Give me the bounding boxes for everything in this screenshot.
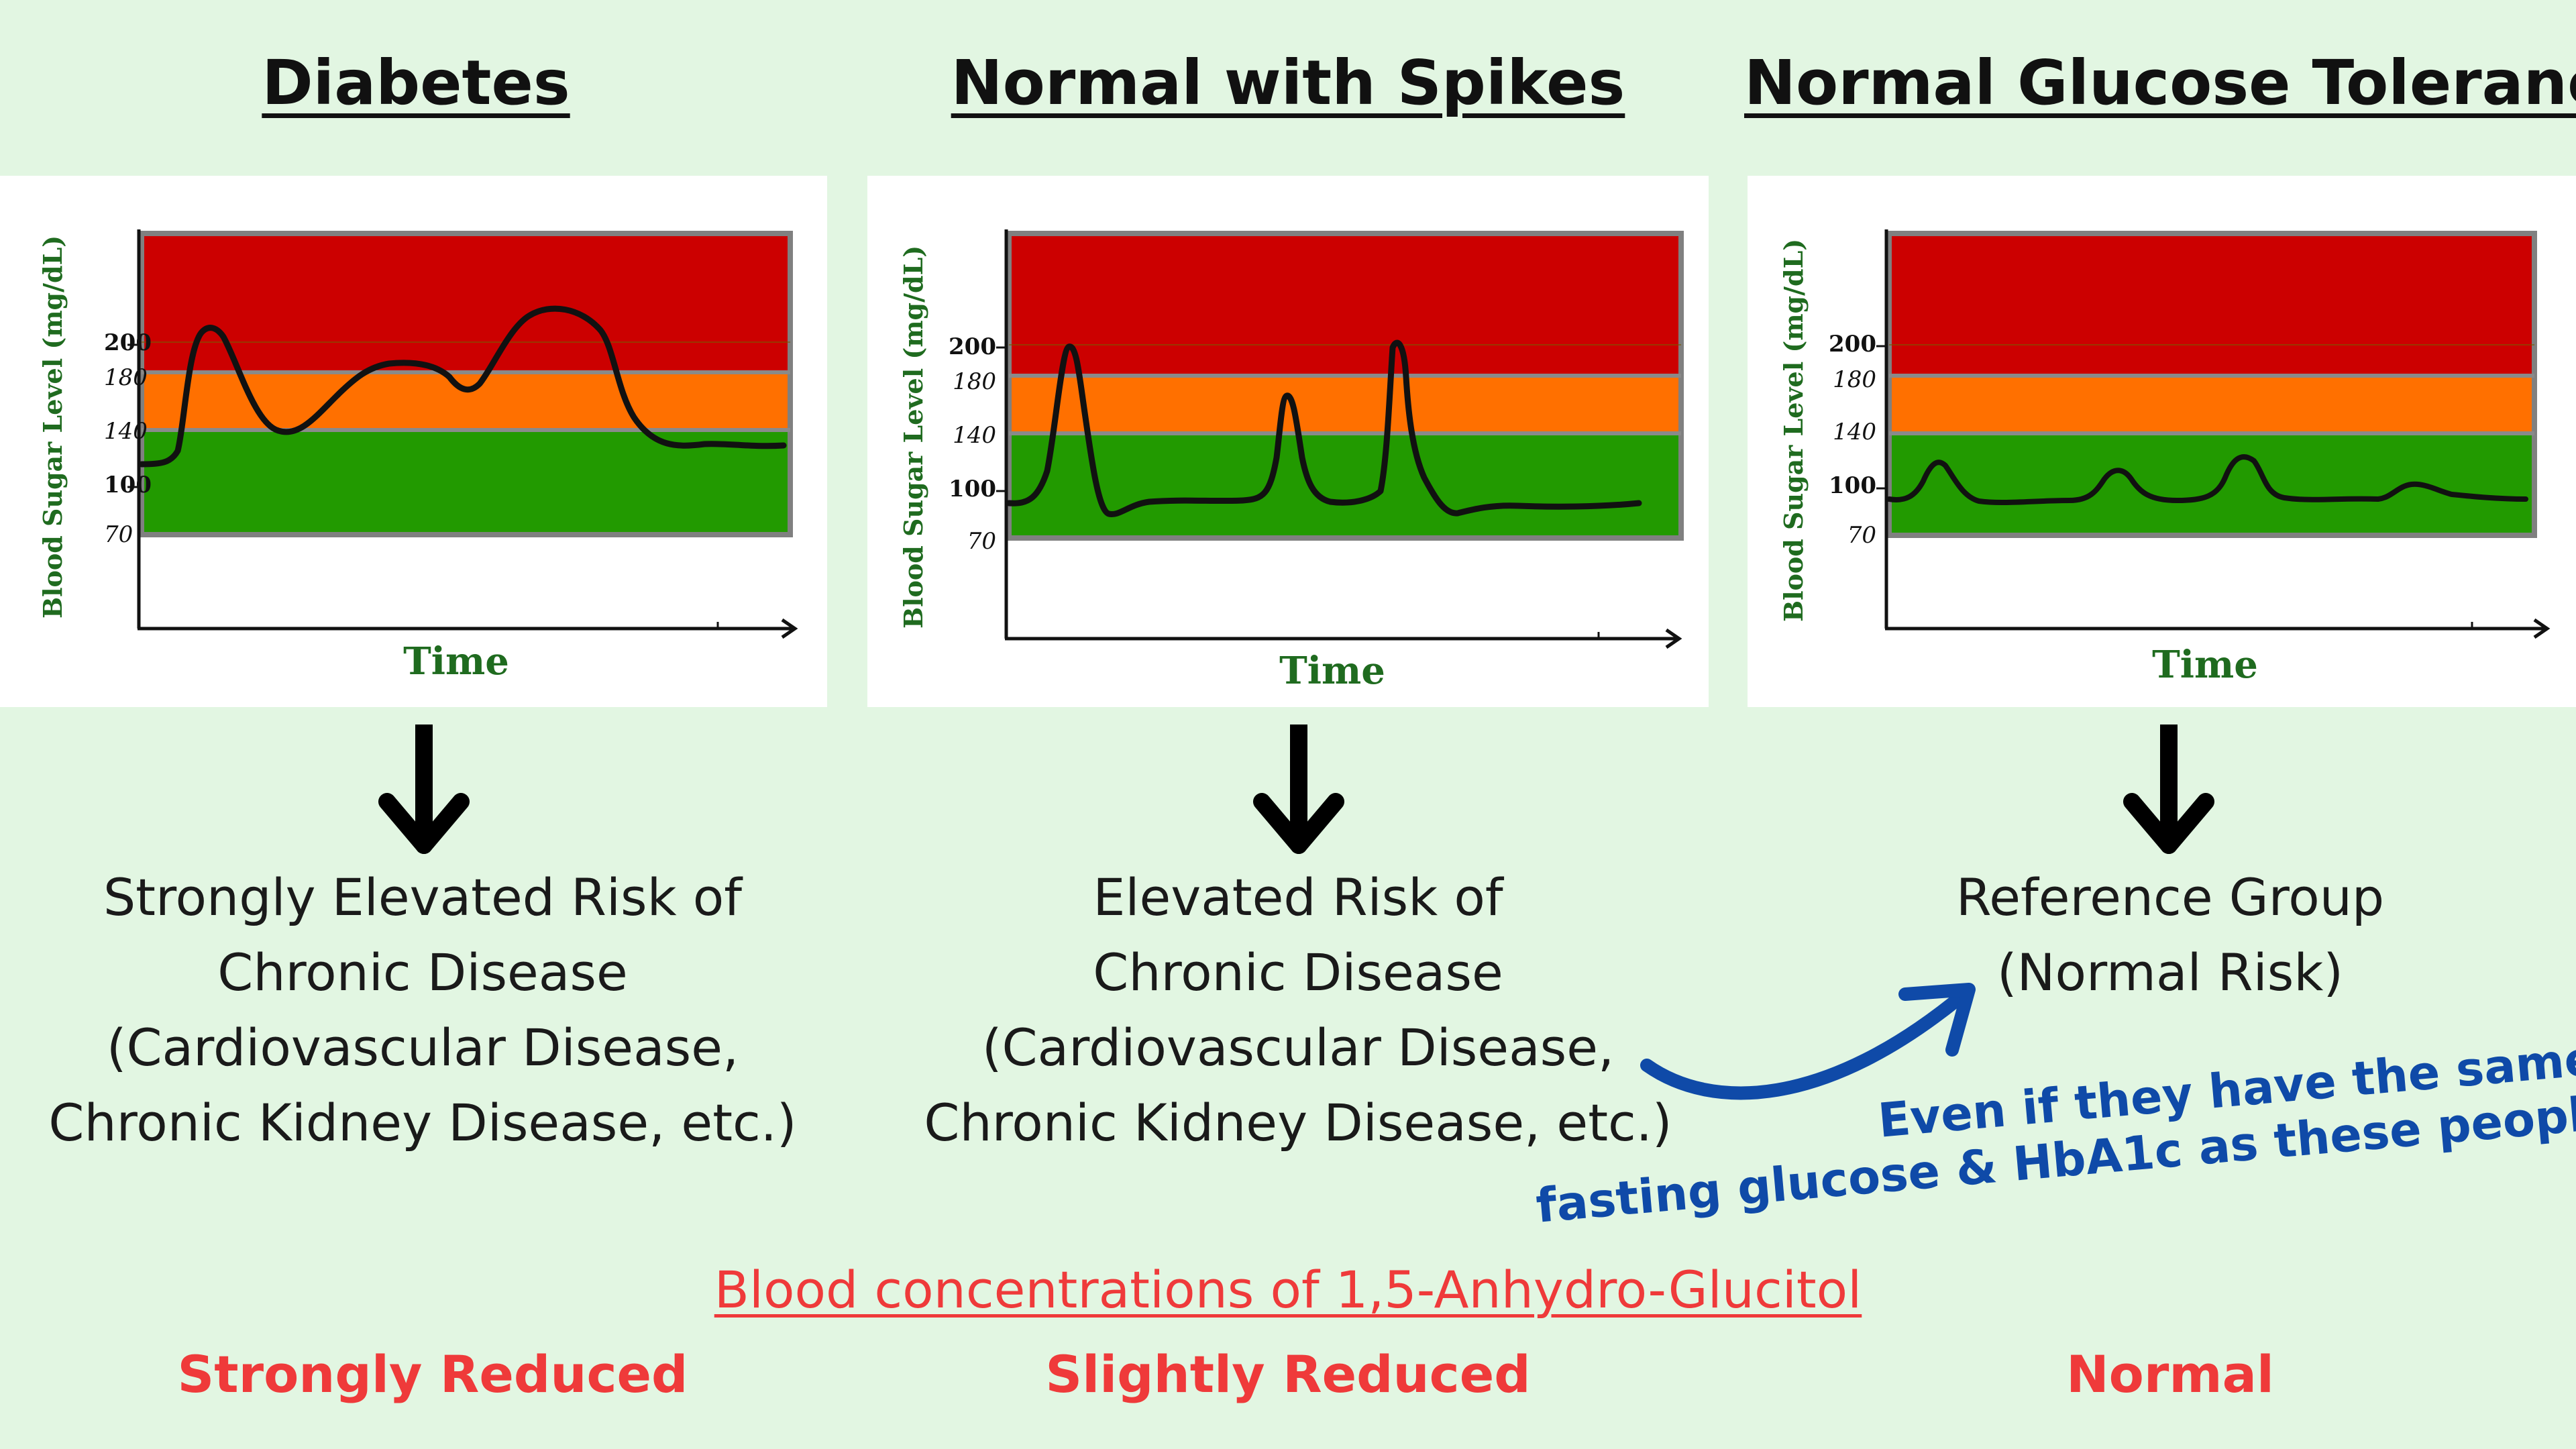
tick-200: 200 <box>1829 331 1876 358</box>
elevated-zone <box>1889 376 2534 433</box>
x-axis-title: Time <box>2152 643 2258 687</box>
diabetes-chart-panel: 200 180 140 100 70 Blood Sugar Level (mg… <box>0 176 827 707</box>
x-axis-title: Time <box>1279 649 1385 693</box>
y-axis-title: Blood Sugar Level (mg/dL) <box>1778 239 1809 622</box>
diabetes-title: Diabetes <box>262 47 570 119</box>
marker-title: Blood concentrations of 1,5-Anhydro-Gluc… <box>714 1260 1862 1320</box>
tick-180: 180 <box>953 368 996 395</box>
tick-200: 200 <box>104 329 152 356</box>
tick-100: 100 <box>949 476 996 502</box>
glucose-curve <box>138 305 787 468</box>
tick-200: 200 <box>949 333 996 360</box>
arrow-down-icon <box>2123 724 2214 854</box>
normal-chart-panel: 200 180 140 100 70 Blood Sugar Level (mg… <box>1748 176 2576 707</box>
spikes-chart-panel: 200 180 140 100 70 Blood Sugar Level (mg… <box>867 176 1709 707</box>
glucose-curve <box>1006 339 1642 518</box>
normal-zone <box>1889 433 2534 535</box>
spikes-chart: 200 180 140 100 70 Blood Sugar Level (mg… <box>898 229 1684 693</box>
high-zone <box>1889 233 2534 376</box>
level-slightly-reduced: Slightly Reduced <box>1045 1344 1531 1404</box>
normal-glucose-tolerance-title: Normal Glucose Tolerance <box>1744 47 2576 119</box>
normal-zone <box>1009 433 1681 538</box>
high-zone <box>142 233 790 372</box>
y-axis-title: Blood Sugar Level (mg/dL) <box>38 235 68 619</box>
zone-border <box>139 231 793 537</box>
tick-140: 140 <box>1833 419 1876 445</box>
diabetes-risk-text: Strongly Elevated Risk of Chronic Diseas… <box>48 867 797 1152</box>
tick-180: 180 <box>104 364 148 391</box>
normal-chart: 200 180 140 100 70 Blood Sugar Level (mg… <box>1778 229 2551 687</box>
zone-border <box>1886 231 2537 538</box>
level-normal: Normal <box>2066 1344 2274 1404</box>
elevated-zone <box>1009 376 1681 433</box>
y-axis-title: Blood Sugar Level (mg/dL) <box>898 246 928 629</box>
tick-140: 140 <box>953 422 996 449</box>
tick-100: 100 <box>1829 472 1876 499</box>
normal-with-spikes-title: Normal with Spikes <box>951 47 1625 119</box>
elevated-zone <box>142 372 790 430</box>
x-axis-title: Time <box>403 639 509 684</box>
tick-180: 180 <box>1833 366 1876 393</box>
tick-140: 140 <box>104 418 148 445</box>
high-zone <box>1009 233 1681 376</box>
curved-arrow-icon <box>1640 983 1976 1100</box>
level-strongly-reduced: Strongly Reduced <box>177 1344 688 1404</box>
zone-border <box>1006 231 1684 541</box>
tick-70: 70 <box>104 521 133 548</box>
tick-70: 70 <box>1847 522 1876 549</box>
diabetes-chart: 200 180 140 100 70 Blood Sugar Level (mg… <box>38 229 798 684</box>
spikes-risk-text: Elevated Risk of Chronic Disease (Cardio… <box>924 867 1672 1152</box>
tick-100: 100 <box>104 472 152 498</box>
arrow-down-icon <box>378 724 470 854</box>
tick-70: 70 <box>967 528 996 555</box>
reference-risk-text: Reference Group (Normal Risk) <box>1955 867 2385 1002</box>
glucose-curve <box>1886 454 2528 505</box>
arrow-down-icon <box>1253 724 1344 854</box>
